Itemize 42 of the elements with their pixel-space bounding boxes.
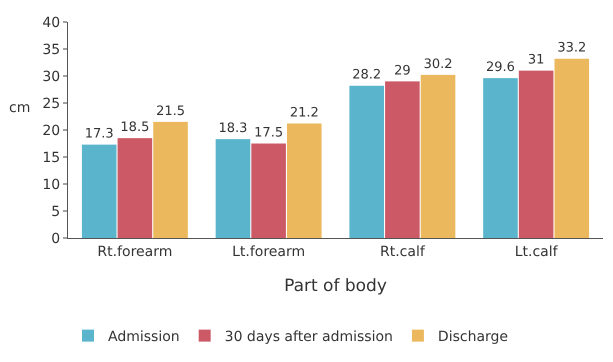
bar: [349, 86, 384, 238]
data-label: 28.2: [352, 68, 382, 83]
y-tick-label: 10: [42, 176, 60, 193]
y-tick-label: 5: [51, 204, 60, 220]
data-label: 31: [528, 52, 544, 68]
bar: [385, 81, 420, 238]
bar: [153, 122, 188, 238]
bar: [483, 78, 518, 238]
data-label: 21.2: [290, 106, 319, 121]
y-tick-label: 30: [42, 68, 60, 85]
y-axis-title: cm: [9, 100, 30, 116]
bar: [420, 74, 456, 238]
bar: [82, 144, 117, 238]
y-tick-label: 35: [42, 42, 60, 58]
bar: [251, 144, 286, 238]
legend-label: Discharge: [438, 329, 508, 346]
data-label: 29.6: [486, 60, 515, 76]
data-label: 21.5: [156, 104, 186, 119]
bar: [118, 138, 152, 238]
legend-label: 30 days after admission: [224, 329, 393, 346]
bar: [286, 124, 322, 238]
data-label: 17.5: [254, 126, 284, 140]
x-tick-label: Rt.forearm: [97, 244, 172, 260]
x-tick-label: Lt.calf: [514, 244, 559, 260]
data-label: 17.3: [84, 126, 114, 142]
bar: [518, 70, 554, 238]
data-label: 18.5: [120, 120, 150, 136]
y-tick-label: 15: [42, 150, 60, 166]
bar: [554, 58, 590, 238]
data-label: 30.2: [424, 56, 453, 72]
data-label: 18.3: [218, 121, 248, 136]
x-tick-label: Rt.calf: [380, 244, 426, 260]
y-tick-label: 40: [42, 14, 60, 31]
data-label: 33.2: [557, 40, 586, 56]
bar: [216, 139, 250, 238]
x-tick-label: Lt.forearm: [232, 244, 306, 260]
y-tick-label: 20: [42, 122, 60, 139]
x-axis-title: Part of body: [284, 276, 387, 296]
y-tick-label: 0: [51, 230, 60, 247]
data-label: 29: [394, 63, 411, 78]
legend-label: Admission: [108, 329, 180, 346]
y-tick-label: 25: [42, 96, 60, 112]
